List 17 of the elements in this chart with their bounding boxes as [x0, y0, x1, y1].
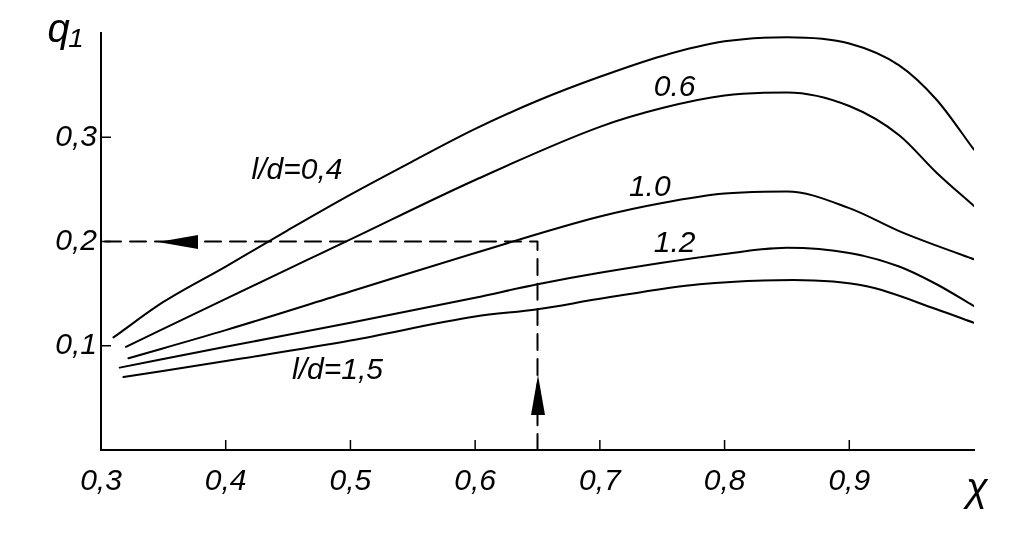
x-tick-label: 0,3 — [80, 463, 123, 497]
y-tick-label: 0,3 — [55, 118, 98, 152]
series-label: l/d=0,4 — [251, 151, 343, 185]
x-tick-label: 0,6 — [454, 463, 497, 497]
y-tick-label: 0,1 — [55, 327, 97, 361]
series-label: 0.6 — [653, 68, 696, 102]
x-axis-title: χ — [963, 465, 990, 510]
y-tick-label: 0,2 — [55, 222, 98, 256]
series-label: 1.0 — [628, 168, 671, 202]
series-label: l/d=1,5 — [292, 352, 384, 386]
x-tick-label: 0,5 — [329, 463, 372, 497]
x-tick-label: 0,4 — [204, 463, 247, 497]
y-axis-title: q₁ — [47, 6, 83, 51]
series-label: 1.2 — [653, 224, 696, 258]
x-tick-label: 0,7 — [579, 463, 623, 497]
x-tick-label: 0,9 — [828, 463, 871, 497]
x-tick-label: 0,8 — [703, 463, 746, 497]
